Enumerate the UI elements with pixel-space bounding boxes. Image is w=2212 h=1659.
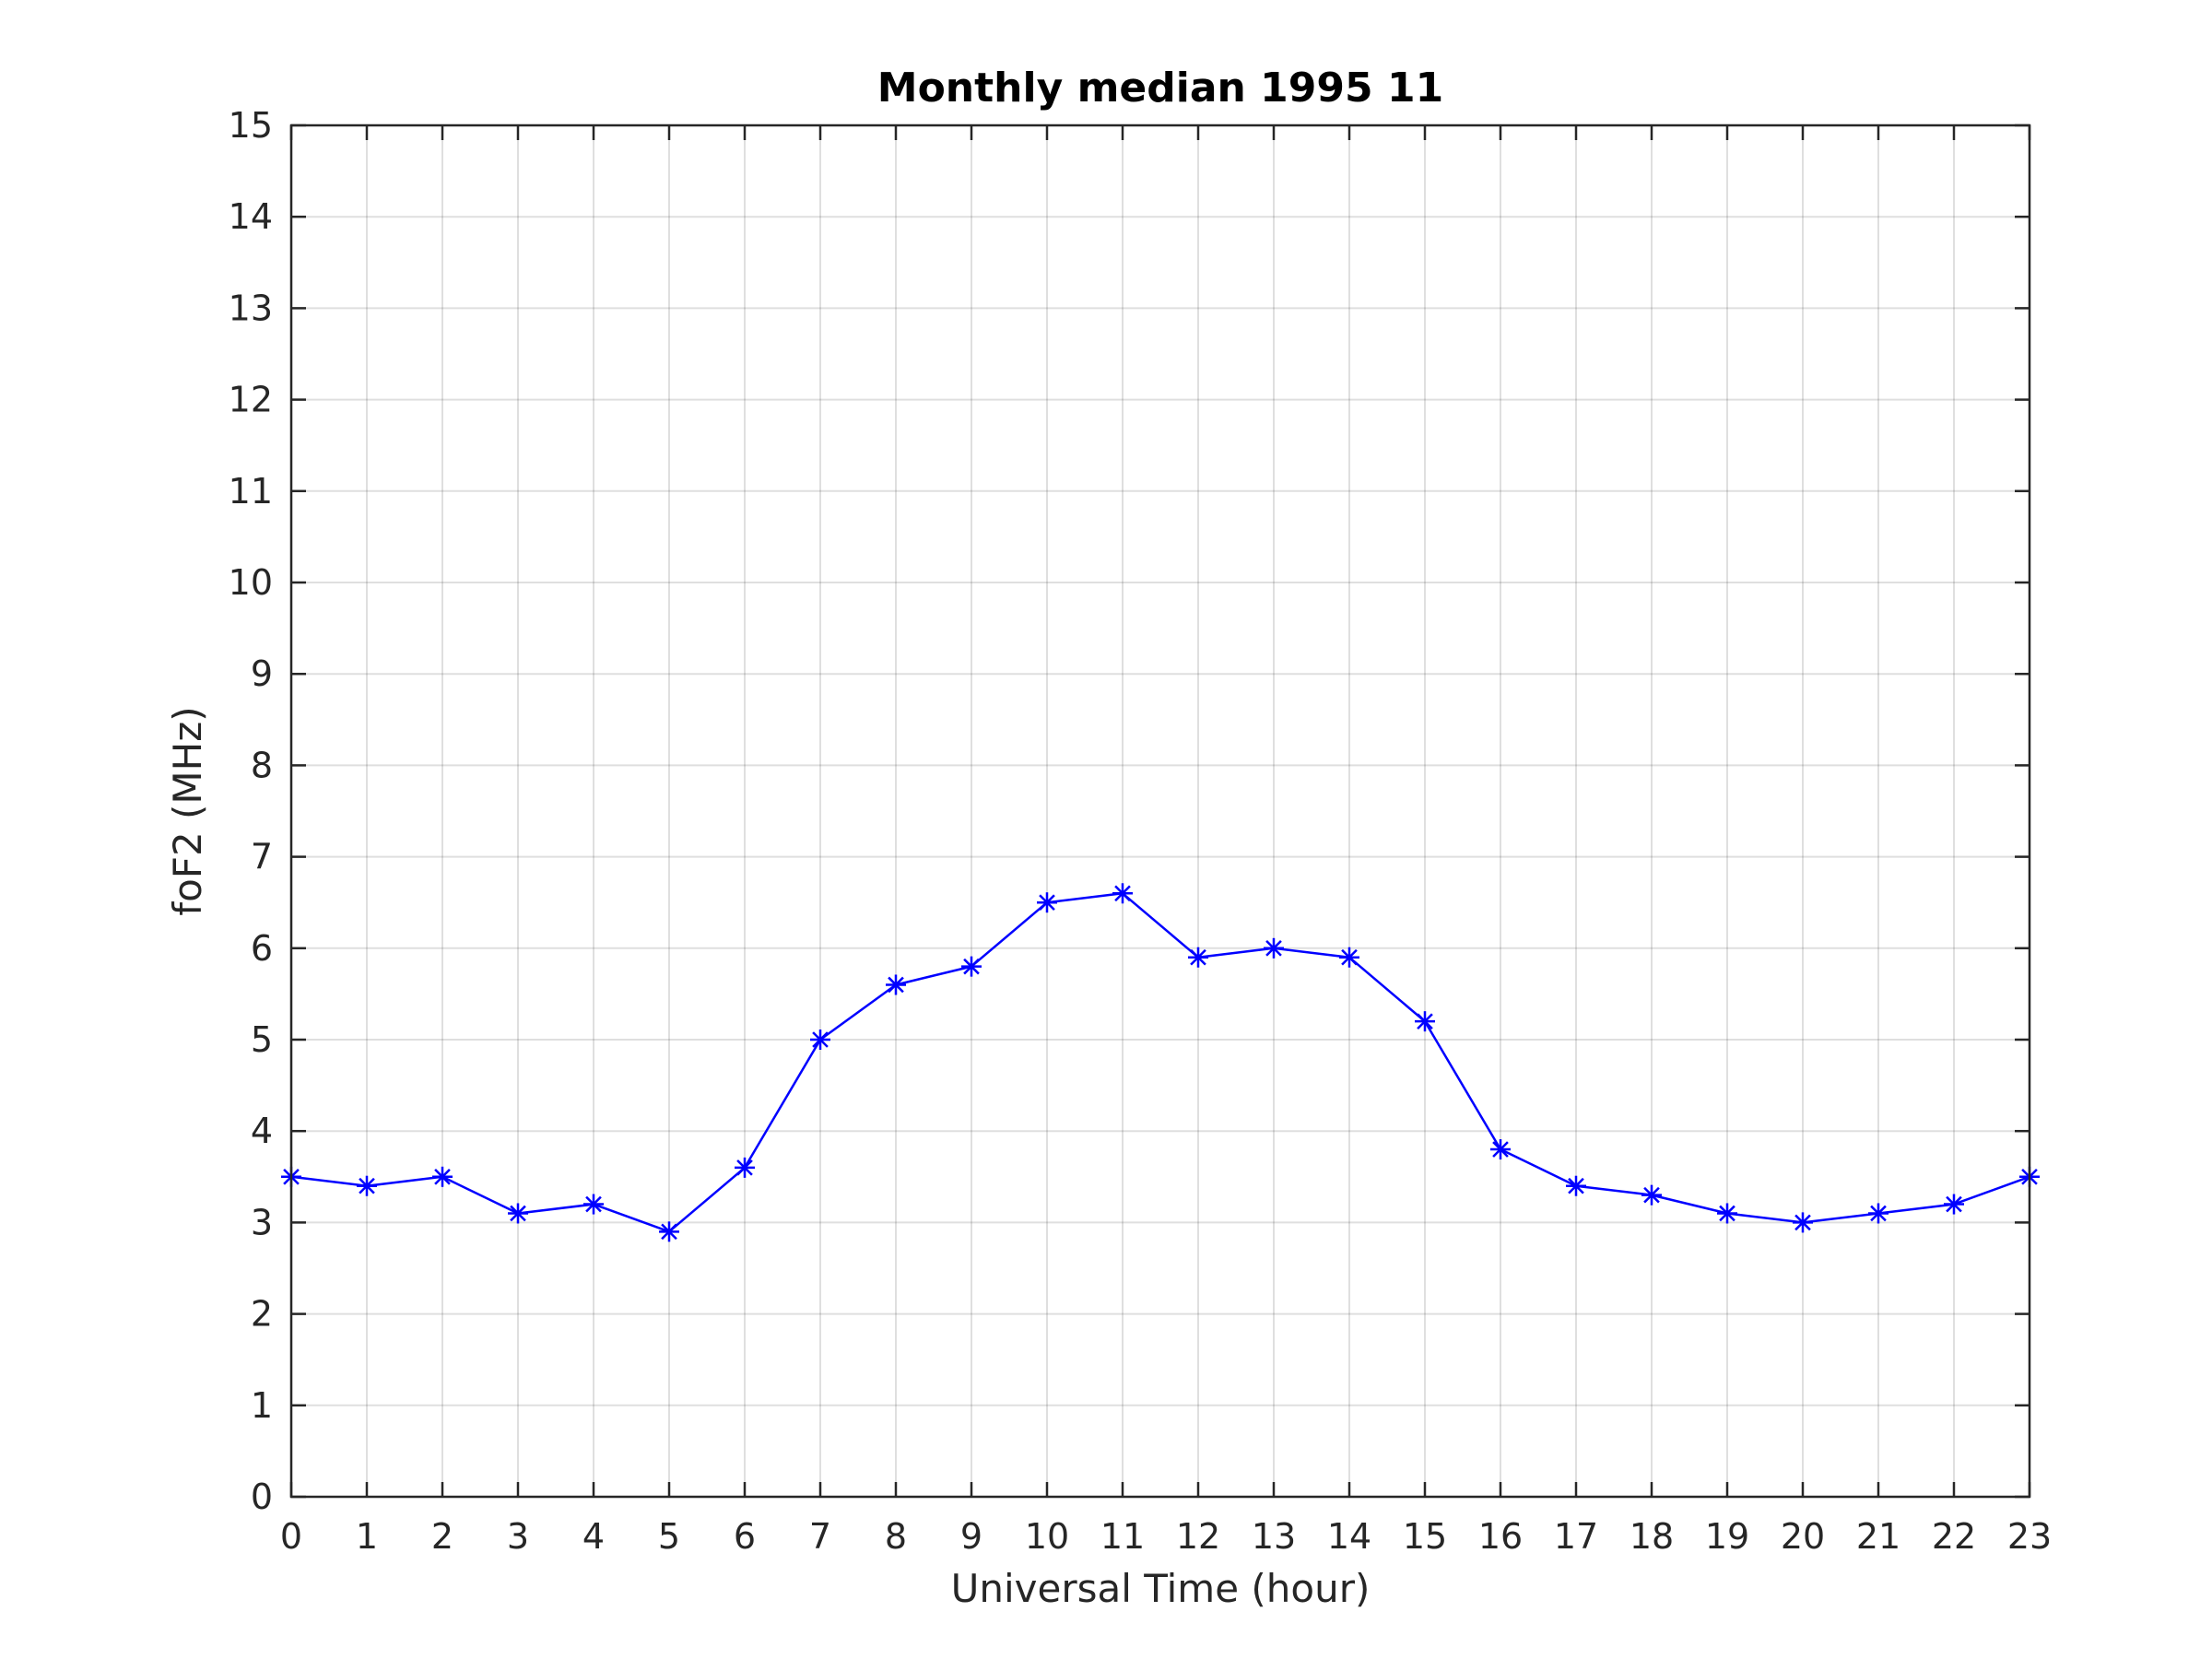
y-tick-label: 10 bbox=[229, 562, 273, 603]
series-layer bbox=[281, 883, 2040, 1242]
grid bbox=[291, 125, 2030, 1497]
data-point bbox=[1793, 1212, 1813, 1233]
data-point bbox=[961, 956, 982, 977]
y-tick-label: 13 bbox=[229, 288, 273, 328]
data-point bbox=[659, 1221, 679, 1242]
x-tick-label: 13 bbox=[1252, 1516, 1296, 1557]
x-tick-label: 12 bbox=[1176, 1516, 1220, 1557]
x-tick-label: 2 bbox=[431, 1516, 453, 1557]
x-tick-label: 18 bbox=[1630, 1516, 1674, 1557]
data-point bbox=[1566, 1175, 1586, 1196]
data-point bbox=[432, 1166, 453, 1187]
x-tick-label: 19 bbox=[1705, 1516, 1749, 1557]
series-line bbox=[290, 892, 2030, 1233]
data-point bbox=[1264, 937, 1284, 959]
y-tick-label: 1 bbox=[251, 1385, 273, 1426]
x-tick-label: 15 bbox=[1403, 1516, 1447, 1557]
data-point bbox=[810, 1030, 830, 1050]
y-tick-label: 0 bbox=[251, 1477, 273, 1517]
data-point bbox=[1037, 892, 1057, 913]
x-tick-label: 23 bbox=[2007, 1516, 2052, 1557]
x-tick-label: 0 bbox=[280, 1516, 302, 1557]
y-tick-label: 15 bbox=[229, 105, 273, 146]
x-axis-label: Universal Time (hour) bbox=[951, 1566, 1371, 1611]
x-tick-label: 1 bbox=[356, 1516, 378, 1557]
y-tick-label: 12 bbox=[229, 380, 273, 420]
y-tick-label: 8 bbox=[251, 745, 273, 785]
y-axis-label: foF2 (MHz) bbox=[165, 706, 210, 915]
data-point bbox=[1868, 1203, 1888, 1224]
y-tick-label: 3 bbox=[251, 1202, 273, 1242]
x-tick-label: 20 bbox=[1781, 1516, 1825, 1557]
y-tick-label: 4 bbox=[251, 1111, 273, 1151]
x-tick-labels: 0 1 2 3 4 5 6 7 8 9 10 11 12 13 14 15 16 17 18 19 20 21 22 23 bbox=[280, 1516, 2052, 1557]
x-tick-label: 10 bbox=[1025, 1516, 1069, 1557]
data-point bbox=[1188, 947, 1208, 968]
data-point bbox=[1415, 1011, 1435, 1032]
y-tick-label: 11 bbox=[229, 471, 273, 512]
y-tick-label: 14 bbox=[229, 196, 273, 237]
x-tick-label: 3 bbox=[507, 1516, 529, 1557]
data-point bbox=[357, 1175, 377, 1196]
x-tick-label: 5 bbox=[658, 1516, 680, 1557]
y-tick-label: 2 bbox=[251, 1294, 273, 1335]
data-point bbox=[583, 1194, 604, 1215]
chart-title: Monthly median 1995 11 bbox=[877, 65, 1443, 112]
x-tick-label: 21 bbox=[1856, 1516, 1900, 1557]
plot-area bbox=[291, 125, 2030, 1497]
data-point bbox=[886, 974, 906, 995]
y-tick-label: 6 bbox=[251, 928, 273, 969]
x-tick-label: 14 bbox=[1327, 1516, 1371, 1557]
y-tick-label: 5 bbox=[251, 1019, 273, 1060]
y-tick-label: 9 bbox=[251, 653, 273, 694]
data-point bbox=[1717, 1203, 1737, 1224]
x-tick-label: 11 bbox=[1100, 1516, 1145, 1557]
data-point bbox=[1339, 947, 1359, 968]
x-tick-label: 4 bbox=[582, 1516, 605, 1557]
axes-box bbox=[289, 124, 2031, 1499]
x-tick-label: 17 bbox=[1554, 1516, 1598, 1557]
x-tick-label: 6 bbox=[734, 1516, 756, 1557]
x-tick-label: 16 bbox=[1478, 1516, 1523, 1557]
data-point bbox=[1641, 1184, 1662, 1206]
data-point bbox=[1944, 1194, 1964, 1215]
x-tick-label: 7 bbox=[809, 1516, 831, 1557]
data-point bbox=[508, 1203, 528, 1224]
axis-ticks bbox=[289, 124, 2031, 1499]
y-tick-label: 7 bbox=[251, 837, 273, 877]
data-point bbox=[1112, 883, 1133, 904]
x-tick-label: 22 bbox=[1932, 1516, 1976, 1557]
x-tick-label: 8 bbox=[885, 1516, 907, 1557]
data-point bbox=[735, 1157, 755, 1178]
x-tick-label: 9 bbox=[960, 1516, 982, 1557]
data-point bbox=[1490, 1139, 1511, 1160]
